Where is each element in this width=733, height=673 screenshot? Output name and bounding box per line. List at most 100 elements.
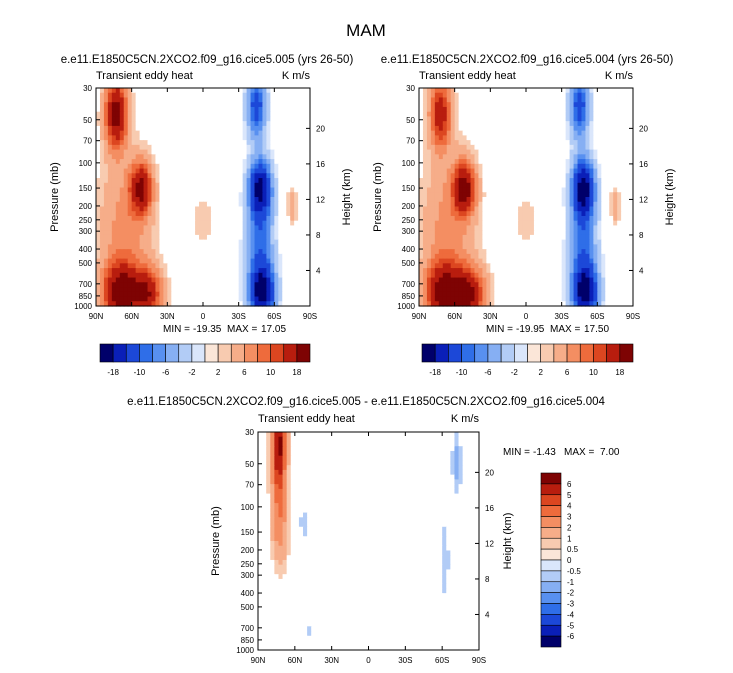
heatmap-cell — [274, 192, 279, 198]
heatmap-cell — [422, 130, 428, 136]
heatmap-cell — [541, 159, 547, 165]
heatmap-cell — [167, 116, 172, 122]
heatmap-cell — [510, 192, 515, 198]
heatmap-cell — [553, 173, 559, 179]
heatmap-cell — [139, 159, 145, 165]
heatmap-cell — [533, 220, 539, 227]
heatmap-cell — [458, 249, 464, 255]
heatmap-cell — [96, 88, 101, 94]
heatmap-cell — [613, 277, 618, 283]
heatmap-cell — [585, 130, 590, 136]
heatmap-cell — [573, 239, 579, 245]
heatmap-cell — [143, 234, 149, 241]
heatmap-cell — [529, 268, 535, 274]
heatmap-cell — [127, 234, 133, 241]
heatmap-cell — [502, 206, 507, 212]
heatmap-cell — [593, 102, 598, 108]
heatmap-cell — [282, 201, 287, 208]
heatmap-cell — [226, 178, 232, 184]
heatmap-cell — [450, 244, 456, 250]
heatmap-cell — [490, 182, 495, 189]
heatmap-cell — [147, 197, 153, 203]
heatmap-cell — [557, 230, 563, 236]
heatmap-cell — [474, 201, 480, 208]
heatmap-cell — [282, 296, 287, 302]
heatmap-cell — [167, 130, 172, 136]
heatmap-cell — [419, 149, 424, 155]
heatmap-cell — [234, 277, 240, 283]
heatmap-cell — [218, 296, 224, 302]
heatmap-cell — [187, 277, 192, 283]
heatmap-cell — [541, 121, 547, 127]
heatmap-cell — [206, 125, 212, 132]
heatmap-cell — [526, 206, 531, 212]
heatmap-cell — [210, 149, 216, 155]
heatmap-cell — [195, 268, 200, 274]
heatmap-cell — [171, 116, 176, 122]
heatmap-cell — [446, 178, 452, 184]
heatmap-cell — [159, 239, 164, 245]
heatmap-cell — [422, 125, 428, 132]
heatmap-cell — [597, 258, 602, 264]
heatmap-cell — [490, 135, 495, 141]
heatmap-cell — [270, 301, 275, 307]
heatmap-cell — [127, 159, 133, 165]
heatmap-cell — [298, 97, 303, 103]
heatmap-cell — [171, 225, 176, 231]
heatmap-cell — [621, 211, 626, 217]
heatmap-cell — [498, 239, 503, 245]
heatmap-cell — [206, 97, 212, 103]
heatmap-cell — [498, 173, 503, 179]
heatmap-cell — [621, 239, 626, 245]
heatmap-cell — [258, 282, 264, 288]
heatmap-cell — [115, 272, 121, 279]
heatmap-cell — [502, 135, 507, 141]
heatmap-cell — [486, 291, 491, 298]
heatmap-cell — [625, 215, 630, 222]
heatmap-cell — [222, 206, 228, 212]
heatmap-cell — [230, 291, 236, 298]
heatmap-cell — [306, 135, 311, 141]
heatmap-cell — [222, 249, 228, 255]
heatmap-cell — [621, 163, 626, 170]
heatmap-cell — [537, 106, 543, 113]
heatmap-cell — [613, 258, 618, 264]
heatmap-cell — [482, 287, 487, 293]
heatmap-cell — [541, 296, 547, 302]
heatmap-cell — [246, 106, 252, 113]
heatmap-cell — [179, 206, 184, 212]
heatmap-cell — [203, 159, 208, 165]
heatmap-cell — [262, 163, 267, 170]
heatmap-cell — [175, 282, 180, 288]
heatmap-cell — [274, 125, 279, 132]
heatmap-cell — [139, 272, 145, 279]
heatmap-cell — [266, 88, 271, 94]
heatmap-cell — [446, 187, 452, 193]
heatmap-cell — [601, 192, 606, 198]
heatmap-cell — [199, 277, 204, 283]
heatmap-cell — [270, 239, 275, 245]
heatmap-cell — [155, 220, 160, 227]
heatmap-cell — [446, 282, 452, 288]
heatmap-cell — [203, 220, 208, 227]
heatmap-cell — [270, 182, 275, 189]
heatmap-cell — [250, 201, 256, 208]
heatmap-cell — [482, 268, 487, 274]
heatmap-cell — [254, 287, 260, 293]
heatmap-cell — [135, 187, 141, 193]
heatmap-cell — [242, 140, 248, 146]
heatmap-cell — [478, 220, 483, 227]
heatmap-cell — [581, 268, 587, 274]
heatmap-cell — [502, 159, 507, 165]
heatmap-cell — [593, 125, 598, 132]
heatmap-cell — [238, 88, 244, 94]
x-tick-label: 60S — [267, 312, 281, 321]
heatmap-cell — [486, 287, 491, 293]
heatmap-cell — [601, 102, 606, 108]
heatmap-cell — [430, 220, 436, 227]
heatmap-cell — [99, 296, 105, 302]
heatmap-cell — [286, 244, 291, 250]
heatmap-cell — [96, 140, 101, 146]
heatmap-cell — [522, 211, 527, 217]
heatmap-cell — [498, 111, 503, 118]
